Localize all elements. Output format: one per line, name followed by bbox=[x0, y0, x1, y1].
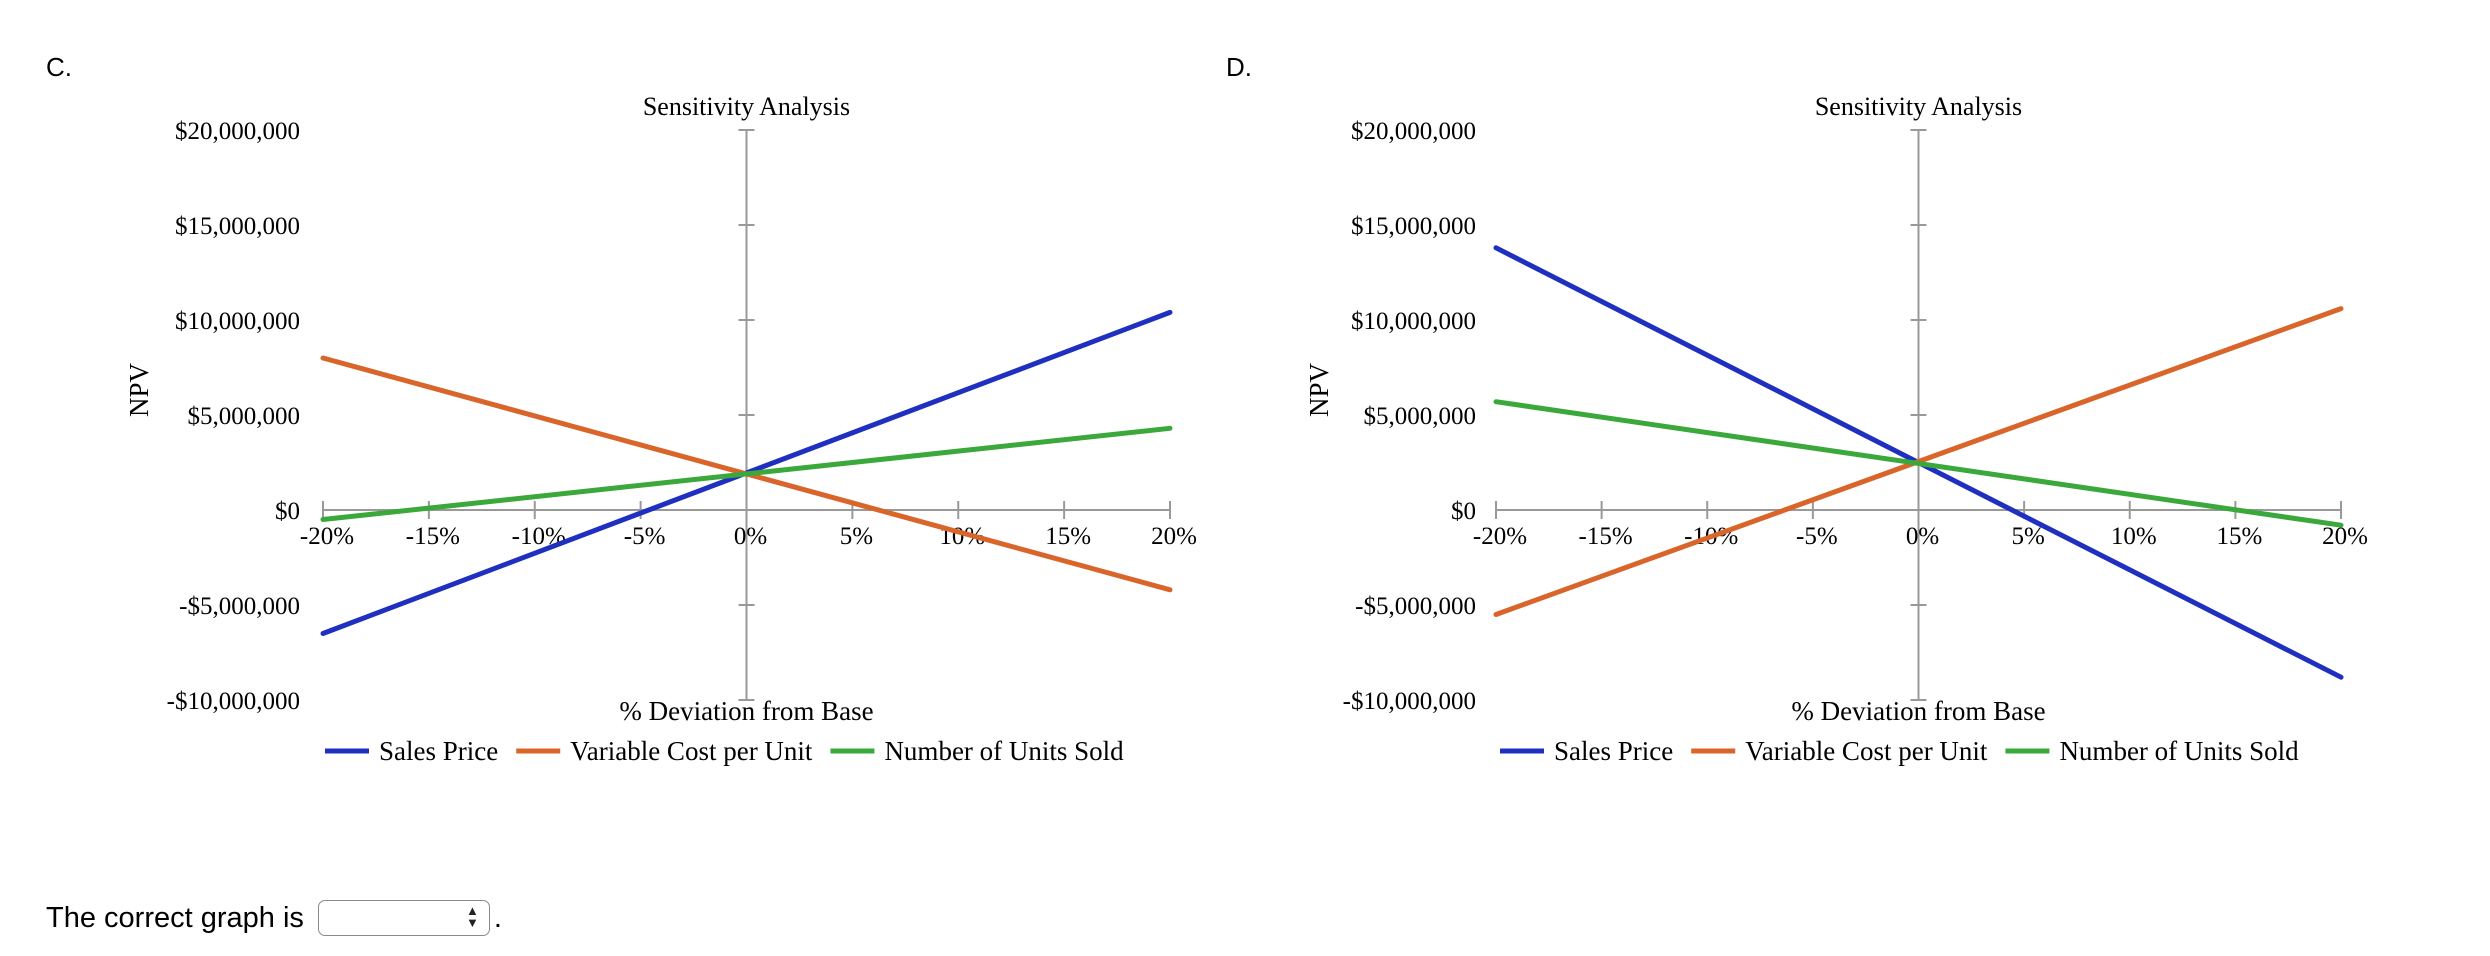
c-y-tick-label: $0 bbox=[275, 498, 300, 525]
c-x-tick-label: -20% bbox=[300, 523, 354, 550]
c-x-axis-title: % Deviation from Base bbox=[619, 696, 873, 726]
c-y-tick-label: -$10,000,000 bbox=[167, 688, 300, 715]
d-x-tick-label: 5% bbox=[2011, 523, 2044, 550]
c-chart-title: Sensitivity Analysis bbox=[643, 92, 850, 121]
d-y-tick-label: $0 bbox=[1451, 498, 1476, 525]
chart-label-d: D. bbox=[1226, 52, 1252, 82]
question-row: The correct graph is ▲ ▼ . bbox=[46, 900, 502, 936]
c-series-line-units-sold bbox=[320, 425, 1173, 522]
d-x-tick-label: 15% bbox=[2216, 523, 2262, 550]
c-legend-label: Sales Price bbox=[379, 736, 498, 766]
sensitivity-chart-c: Sensitivity Analysis $20,000,000 $15,000,0… bbox=[124, 92, 1197, 766]
c-legend-label: Variable Cost per Unit bbox=[570, 736, 813, 766]
sensitivity-chart-d: Sensitivity Analysis $20,000,000 $15,000,0… bbox=[1304, 92, 2368, 766]
d-y-tick-label: $10,000,000 bbox=[1351, 308, 1476, 335]
c-x-tick-label: 15% bbox=[1045, 523, 1091, 550]
d-legend-label: Number of Units Sold bbox=[2059, 736, 2299, 766]
c-x-tick-label: -15% bbox=[406, 523, 460, 550]
d-x-tick-label: -5% bbox=[1796, 523, 1838, 550]
d-legend-label: Variable Cost per Unit bbox=[1745, 736, 1988, 766]
c-y-tick-label: -$5,000,000 bbox=[179, 593, 300, 620]
c-x-tick-label: 5% bbox=[840, 523, 873, 550]
d-x-tick-label: -15% bbox=[1579, 523, 1633, 550]
c-y-tick-label: $5,000,000 bbox=[188, 403, 301, 430]
c-y-tick-label: $10,000,000 bbox=[175, 308, 300, 335]
d-x-tick-label: -20% bbox=[1473, 523, 1527, 550]
c-y-tick-label: $20,000,000 bbox=[175, 118, 300, 145]
question-period: . bbox=[493, 901, 502, 934]
d-y-tick-label: $5,000,000 bbox=[1364, 403, 1477, 430]
d-x-tick-label: 0% bbox=[1906, 523, 1939, 550]
d-legend-label: Sales Price bbox=[1554, 736, 1673, 766]
question-text: The correct graph is bbox=[46, 901, 304, 934]
answer-select[interactable]: ▲ ▼ bbox=[317, 900, 490, 936]
c-y-tick-label: $15,000,000 bbox=[175, 213, 300, 240]
d-x-tick-label: 10% bbox=[2111, 523, 2157, 550]
d-y-tick-label: $20,000,000 bbox=[1351, 118, 1476, 145]
d-y-tick-label: -$5,000,000 bbox=[1355, 593, 1476, 620]
c-x-tick-label: 20% bbox=[1151, 523, 1197, 550]
select-arrows-icon: ▲ ▼ bbox=[466, 903, 479, 930]
d-series-line-units-sold bbox=[1493, 399, 2344, 528]
c-x-tick-label: 0% bbox=[734, 523, 767, 550]
d-chart-title: Sensitivity Analysis bbox=[1815, 92, 2022, 121]
c-x-tick-label: -5% bbox=[624, 523, 666, 550]
d-y-tick-label: $15,000,000 bbox=[1351, 213, 1476, 240]
c-legend-label: Number of Units Sold bbox=[884, 736, 1124, 766]
d-x-tick-label: 20% bbox=[2322, 523, 2368, 550]
d-x-axis-title: % Deviation from Base bbox=[1791, 696, 2045, 726]
d-y-tick-label: -$10,000,000 bbox=[1343, 688, 1476, 715]
chart-label-c: C. bbox=[46, 52, 72, 82]
c-y-axis-title: NPV bbox=[124, 362, 154, 417]
d-y-axis-title: NPV bbox=[1304, 362, 1334, 417]
